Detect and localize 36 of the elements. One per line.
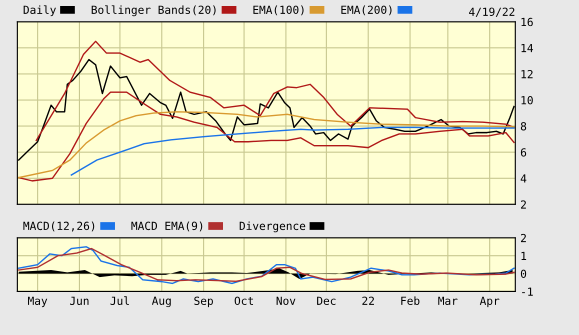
x-tick-label: Oct [234,296,254,305]
line-series [18,111,515,178]
y-tick-label: 2 [520,234,526,242]
x-tick-label: Dec [317,296,336,305]
legend-label: MACD(12,26) [23,221,94,232]
x-tick-label: Jun [70,296,88,305]
line-series [36,40,515,142]
y-tick-label: 14 [522,44,534,52]
x-tick-label: 22 [362,296,374,305]
y-tick-label: 4 [520,174,526,183]
legend-label: EMA(200) [341,5,392,16]
y-tick-label: 1 [522,252,526,260]
x-tick-label: Feb [401,296,420,305]
y-tick-label: 10 [522,96,533,104]
legend-label: Daily [24,5,56,16]
x-tick-label: Aug [152,296,171,308]
x-tick-label: Nov [276,296,296,305]
y-tick-label: 2 [520,200,526,209]
x-tick-label: Jul [110,296,129,305]
y-tick-label: -1 [522,288,533,296]
x-tick-label: Sep [194,296,213,308]
text: 4/19/22 [469,8,514,17]
y-tick-label: 8 [520,122,526,131]
y-tick-label: 0 [520,270,526,278]
x-tick-label: May [28,296,48,308]
x-tick-label: Apr [480,296,500,308]
y-tick-label: 16 [522,18,533,26]
legend-label: Divergence [240,221,306,232]
legend-label: Bollinger Bands(20) [92,5,216,16]
line-series [18,92,515,182]
y-tick-label: 6 [520,148,526,157]
legend-label: MACD EMA(9) [131,221,202,232]
y-tick-label: 12 [522,70,533,78]
x-tick-label: Mar [438,296,458,305]
line-series [70,126,515,176]
legend-label: EMA(100) [253,5,304,16]
